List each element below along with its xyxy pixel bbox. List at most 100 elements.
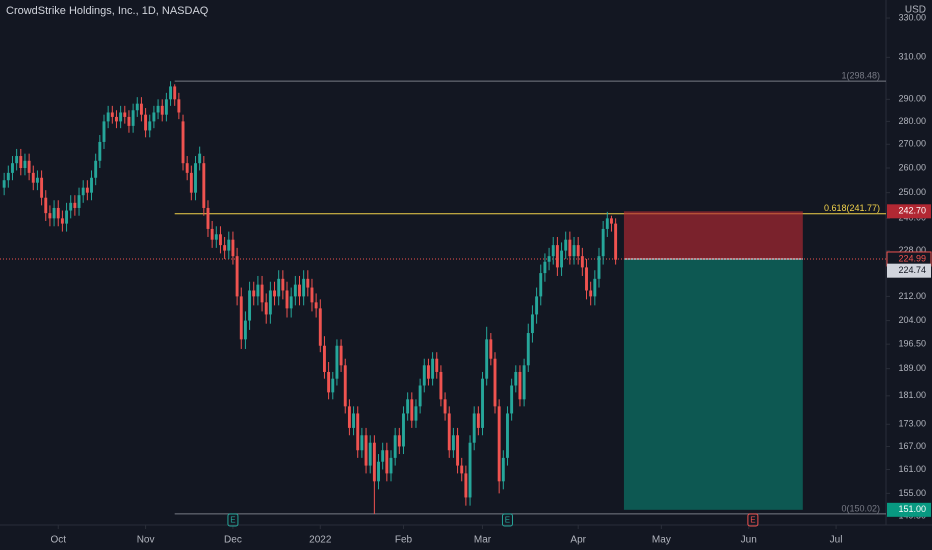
candle-body [389,457,393,474]
candle-body [343,365,347,407]
candle-body [293,284,297,297]
last-price-label: 224.74 [898,265,926,275]
candle-body [393,435,397,458]
x-tick-label: Nov [137,535,155,546]
candle-body [152,112,156,122]
y-tick-label: 204.00 [898,315,926,325]
candle-body [314,302,318,309]
candle-body [214,234,218,240]
x-tick-label: Mar [474,535,492,546]
candle-body [281,278,285,291]
candle-body [551,245,555,257]
y-tick-label: 260.00 [898,162,926,172]
earnings-marker [227,513,239,527]
candle-body [443,399,447,414]
x-tick-label: Feb [395,535,413,546]
price-badge-label: 151.00 [898,504,926,514]
candle-body [44,197,48,214]
candle-body [364,435,368,466]
candle-body [189,172,193,193]
candle-body [447,413,451,451]
candle-body [585,267,588,291]
candle-body [302,278,306,297]
candle-body [460,465,464,474]
candle-body [560,250,564,268]
candle-body [77,195,81,208]
candle-body [19,156,23,169]
candle-body [518,371,522,400]
candle-body [48,213,52,219]
y-tick-label: 270.00 [898,139,926,149]
last-price-badge [887,263,931,278]
candle-body [318,308,322,346]
candle-body [11,163,14,173]
candle-body [356,413,360,451]
candle-body [493,358,497,407]
candle-body [422,365,426,386]
candle-body [181,121,185,164]
candle-body [289,296,293,309]
y-tick-label: 181.00 [898,390,926,400]
candle-body [385,450,389,474]
candle-body [285,290,289,309]
candle-body [235,256,239,297]
y-tick-label: 155.00 [898,488,926,498]
earnings-marker [747,513,759,527]
candle-body [510,385,514,414]
x-tick-label: May [652,535,671,546]
candle-body [476,413,480,428]
candle-body [568,239,572,257]
candle-body [268,290,272,315]
candle-body [135,103,139,111]
candle-body [73,202,77,208]
x-tick-label: Jun [741,535,757,546]
candle-body [115,116,118,122]
x-tick-label: Apr [570,535,586,546]
candle-body [576,245,580,257]
candle-body [589,290,593,297]
candle-body [198,153,202,164]
candle-body [177,99,181,113]
candle-body [27,160,31,173]
candle-body [497,406,501,482]
candle-body [481,378,484,428]
candle-body [539,273,543,297]
candle-body [593,278,597,297]
chart-title: CrowdStrike Holdings, Inc., 1D, NASDAQ [6,5,209,17]
candle-body [468,442,472,498]
candle-body [406,399,410,414]
candle-body [464,473,468,498]
candle-body [69,202,73,211]
candle-body [501,457,505,482]
candle-body [194,163,197,193]
candle-body [164,99,168,115]
candle-body [310,287,314,303]
candle-body [252,290,256,297]
candle-body [435,358,439,372]
candle-body [339,345,343,366]
candle-body [243,320,247,340]
price-badge [887,502,931,517]
candle-body [580,256,584,268]
y-tick-label: 330.00 [898,12,926,22]
y-tick-label: 290.00 [898,94,926,104]
candle-body [81,187,85,196]
candle-body [40,177,44,198]
candle-body [414,406,418,421]
candle-body [331,378,335,393]
candle-body [90,177,93,193]
candle-body [451,435,455,451]
candle-body [397,435,401,447]
candle-body [98,141,102,161]
candle-body [256,284,260,297]
candle-body [381,450,385,462]
candle-body [169,86,173,100]
candle-body [402,413,405,447]
y-tick-label: 250.00 [898,187,926,197]
candle-body [60,218,64,224]
target-zone [623,258,803,510]
candle-body [439,371,443,400]
candle-body [127,116,131,126]
